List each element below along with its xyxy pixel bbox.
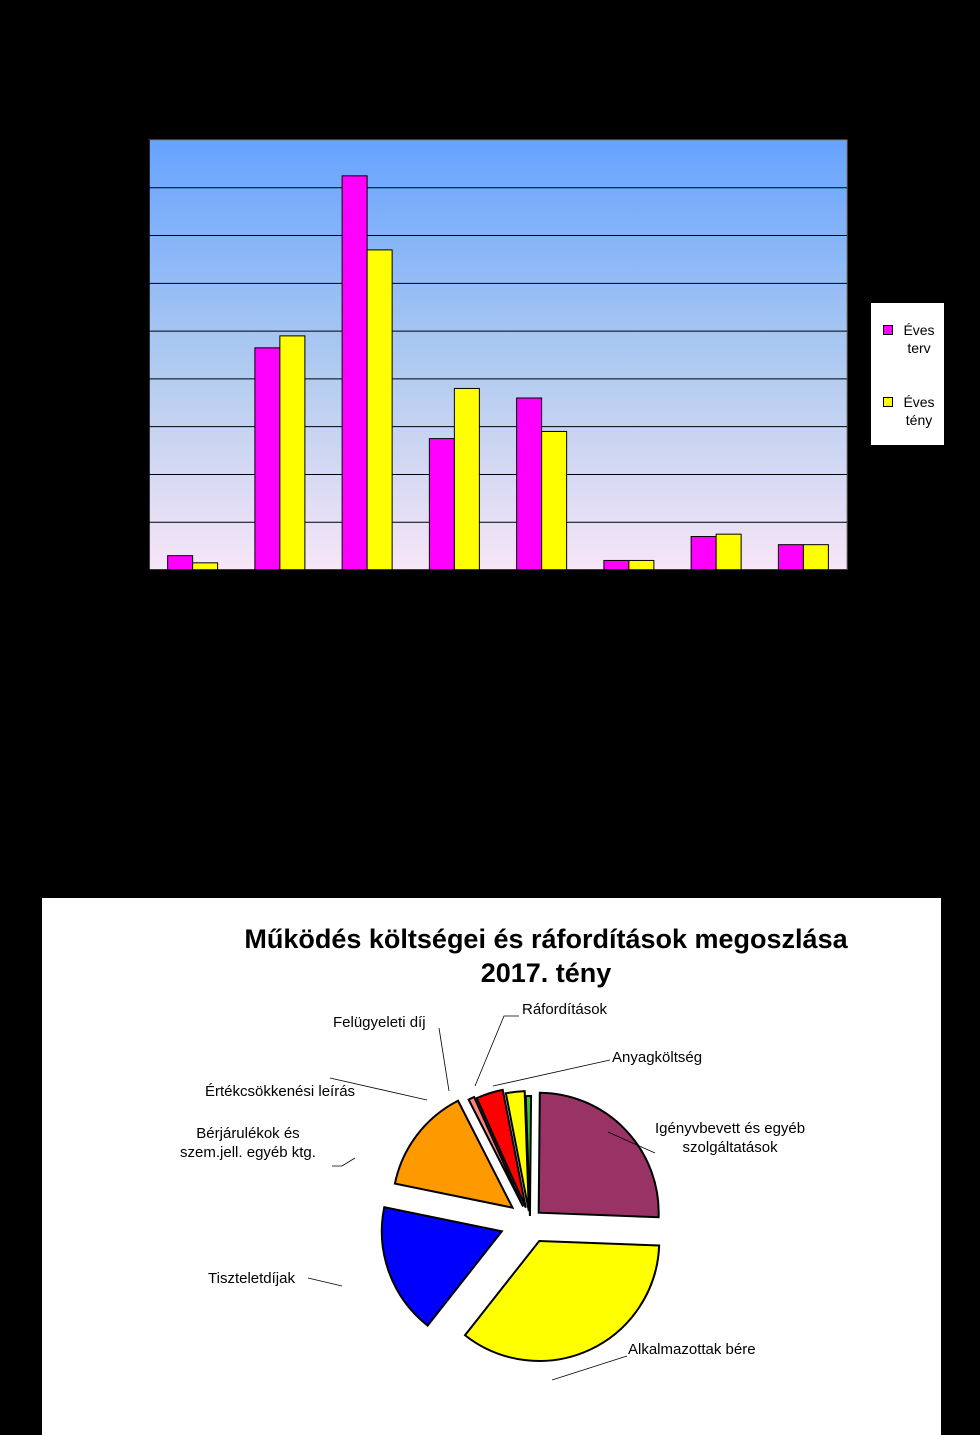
pie-chart-panel: Működés költségei és ráfordítások megosz… [42,898,941,1435]
bar-plan-8 [777,544,804,571]
bars [167,175,829,571]
bar-plan-1 [167,555,194,571]
pie-label-tiszteletdijak: Tiszteletdíjak [208,1270,295,1287]
chart-legend: Éves terv Éves tény [871,303,944,445]
legend-label-line2: tény [905,412,933,428]
pie-slice-8 [504,1090,530,1212]
pie-label-line1: Igényvbevett és egyéb [655,1120,806,1137]
legend-swatch-actual [883,397,893,407]
pie-slice-6 [467,1095,525,1208]
pie-label-igenybevett: Igényvbevett és egyéb szolgáltatások [655,1119,805,1157]
pie-label-anyagkoltseg: Anyagköltség [612,1049,703,1066]
pie-label-berjarulekok: Bérjárulékok és szem.jell. egyéb ktg. [166,1124,330,1162]
bar-actual-7 [715,533,742,571]
pie-label-felugyeleti-dij: Felügyeleti díj [333,1014,426,1031]
legend-label-line2: terv [907,340,931,356]
bar-actual-1 [192,562,219,571]
leader-line-berjarulekok [332,1157,356,1167]
pie-label-alkalmazottak-bere: Alkalmazottak bére [628,1341,756,1358]
legend-label-line1: Éves [903,322,935,338]
leader-line-tiszteletdijak [307,1277,343,1287]
pie-slice-7 [475,1088,527,1209]
leader-line-raforditasok [474,1015,519,1087]
leader-line-felugyeleti [438,1027,450,1092]
leader-line-anyagkoltseg [492,1059,611,1087]
pie-slice-4 [380,1206,504,1328]
pie-slices [380,1088,661,1362]
bar-actual-8 [802,544,829,571]
bar-chart [148,139,848,575]
pie-slice-3 [463,1239,661,1362]
pie-chart [307,1015,661,1381]
leader-line-igenybevett [607,1131,656,1154]
bar-plan-5 [516,397,543,571]
pie-title: Működés költségei és ráfordítások megosz… [142,922,950,990]
pie-title-line2: 2017. tény [480,958,612,988]
plot-area [148,139,848,571]
bar-plan-6 [603,559,630,571]
bar-actual-5 [541,430,568,571]
bar-actual-4 [453,387,480,571]
pie-label-ertekcsokkenes: Értékcsökkenési leírás [205,1083,356,1100]
bar-actual-3 [366,249,393,571]
pie-label-line2: szolgáltatások [682,1139,778,1156]
bar-plan-7 [690,536,717,571]
pie-label-raforditasok: Ráfordítások [522,1001,608,1018]
pie-slice-5 [393,1099,515,1210]
leader-line-alkalmazottak [551,1355,628,1381]
bar-plan-4 [428,438,455,571]
bar-actual-6 [628,559,655,571]
bar-plan-2 [254,347,281,571]
pie-label-line2: szem.jell. egyéb ktg. [180,1144,316,1161]
legend-swatch-plan [883,325,893,335]
bar-plan-3 [341,175,368,571]
pie-label-line1: Bérjárulékok és [196,1125,300,1142]
pie-title-line1: Működés költségei és ráfordítások megosz… [244,924,848,954]
legend-label-line1: Éves [903,394,935,410]
pie-slice-2 [537,1091,660,1219]
axes [148,140,848,575]
pie-leader-lines [307,1015,656,1381]
bar-actual-2 [279,335,306,571]
leader-line-ertekcsokkenes [329,1077,428,1101]
